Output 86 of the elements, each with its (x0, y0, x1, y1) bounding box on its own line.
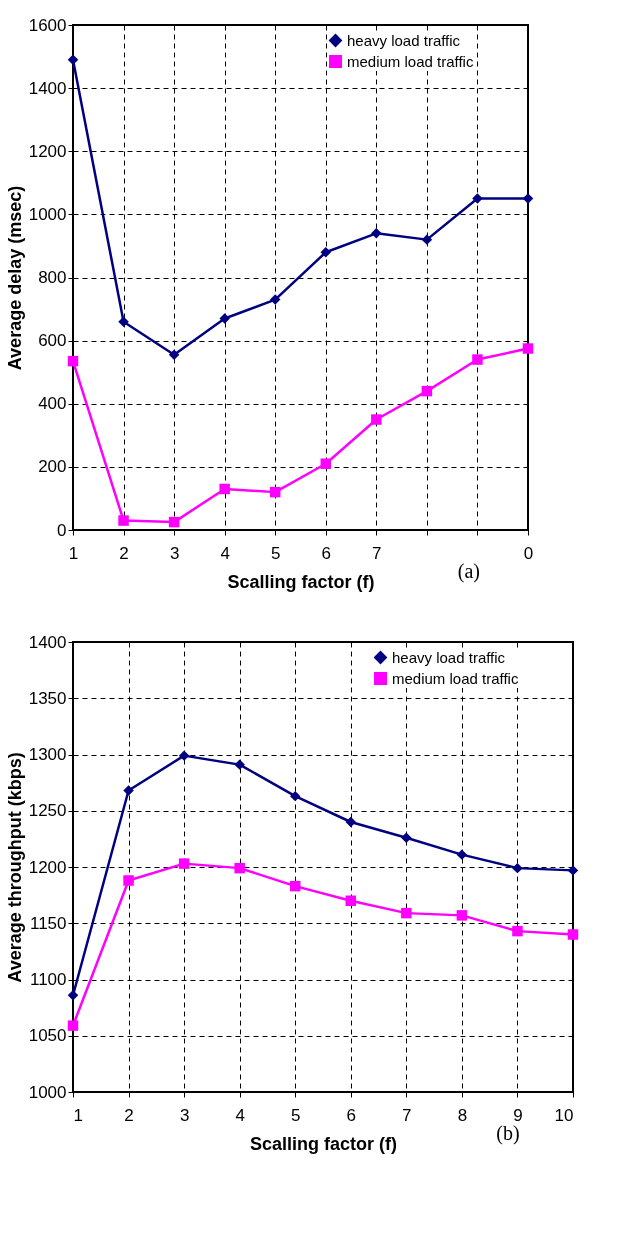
point (67, 54, 79, 65)
point (67, 990, 79, 1001)
point (401, 832, 412, 843)
x-tick-label: 7 (402, 1105, 412, 1125)
point (219, 483, 230, 495)
point (123, 785, 134, 796)
text: (a) (457, 560, 480, 583)
point (67, 355, 79, 367)
point (421, 234, 433, 245)
x-tick-label: 2 (119, 543, 129, 563)
x-tick-label: 4 (235, 1105, 245, 1125)
x-axis-title: Scalling factor (f) (227, 571, 375, 592)
point (472, 354, 483, 365)
point (472, 193, 483, 204)
point (118, 515, 129, 526)
point (219, 313, 230, 324)
point (421, 385, 433, 397)
point (522, 193, 534, 204)
x-tick-label: 3 (169, 543, 180, 563)
y-tick-label: 1000 (28, 1082, 67, 1102)
y-tick-label: 1400 (28, 78, 67, 98)
x-tick-label: 7 (372, 543, 382, 563)
point (567, 929, 579, 940)
point (345, 816, 357, 828)
y-tick-label: 1600 (28, 15, 67, 35)
x-tick-label: 1 (73, 1105, 83, 1125)
point (269, 486, 281, 498)
point (168, 516, 180, 528)
y-tick-label: 1200 (28, 857, 67, 877)
point (269, 294, 281, 305)
y-tick-label: 1200 (28, 141, 67, 161)
y-tick-label: 1350 (28, 688, 67, 708)
x-tick-label: 6 (346, 1105, 357, 1125)
text: (b) (496, 1122, 520, 1145)
x-tick-label: 4 (220, 543, 230, 563)
x-tick-label: 8 (457, 1105, 468, 1125)
point (522, 343, 534, 354)
y-tick-label: 1300 (28, 745, 67, 764)
y-tick-label: 1000 (28, 204, 67, 224)
x-tick-label: 6 (321, 543, 332, 563)
y-axis-title: Average delay (msec) (4, 185, 25, 371)
y-tick-label: 1400 (28, 632, 67, 652)
point (456, 849, 468, 860)
point (371, 228, 382, 239)
x-tick-label: 9 (513, 1105, 523, 1125)
legend-label: heavy load traffic (347, 31, 461, 49)
y-tick-label: 1100 (29, 970, 67, 989)
y-tick-label: 1050 (28, 1026, 67, 1046)
point (118, 316, 129, 327)
y-tick-label: 0 (57, 520, 67, 540)
point (178, 858, 190, 869)
x-tick-label: 2 (124, 1105, 134, 1125)
point (289, 790, 301, 802)
legend-label: heavy load traffic (392, 648, 506, 666)
x-tick-label: 0 (523, 543, 534, 563)
point (456, 910, 468, 921)
point (512, 862, 523, 874)
point (345, 895, 357, 906)
point (234, 862, 245, 874)
y-tick-label: 1150 (29, 913, 67, 933)
point (123, 875, 134, 886)
point (512, 925, 523, 937)
legend-label: medium load traffic (392, 669, 519, 687)
point (234, 759, 245, 770)
point (567, 865, 579, 876)
y-tick-label: 400 (38, 394, 67, 414)
y-axis-title: Average throughput (kbps) (4, 752, 25, 983)
x-tick-label: 1 (68, 543, 79, 563)
point (67, 1020, 79, 1031)
legend-label: medium load traffic (347, 52, 474, 70)
point (371, 414, 382, 425)
x-axis-title: Scalling factor (f) (249, 1133, 398, 1154)
point (178, 750, 190, 761)
point (168, 349, 180, 361)
y-tick-label: 800 (38, 268, 67, 287)
x-tick-label: 5 (270, 543, 281, 563)
point (320, 247, 332, 258)
x-tick-label: 5 (290, 1105, 301, 1125)
point (401, 907, 412, 919)
x-tick-label: 10 (554, 1105, 574, 1125)
y-tick-label: 600 (38, 331, 67, 351)
y-tick-label: 1250 (28, 801, 67, 821)
point (320, 458, 332, 469)
point (289, 880, 301, 892)
x-tick-label: 3 (179, 1105, 190, 1125)
y-tick-label: 200 (38, 457, 67, 477)
